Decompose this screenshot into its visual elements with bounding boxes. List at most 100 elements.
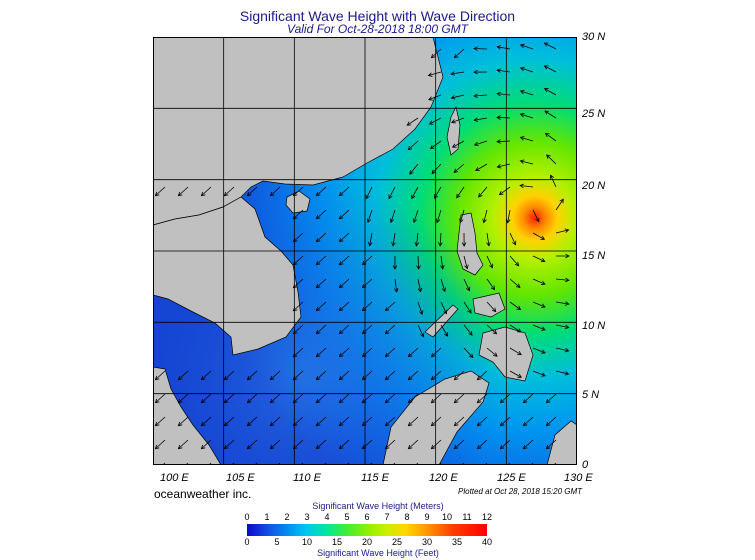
wave-arrow-head (200, 398, 206, 404)
meters-tick-10: 10 (441, 512, 452, 522)
legend-meters-title: Significant Wave Height (Meters) (312, 501, 444, 511)
map-title: Significant Wave Height with Wave Direct… (239, 8, 516, 24)
wave-arrow-head (440, 265, 445, 270)
wave-arrow (362, 324, 373, 335)
wave-arrow-head (292, 444, 298, 450)
wave-arrow (293, 370, 304, 381)
wave-arrow-head (499, 444, 505, 450)
wave-arrow-head (246, 398, 252, 404)
wave-arrow-head (499, 398, 505, 404)
wave-arrow-head (499, 421, 505, 427)
wave-arrow-head (407, 145, 413, 151)
wave-arrow (454, 393, 465, 404)
wave-arrow-head (292, 283, 298, 289)
wave-arrow-head (269, 375, 275, 381)
wave-arrow (477, 393, 488, 404)
wave-arrow-head (428, 120, 434, 125)
meters-tick-4: 4 (324, 512, 330, 522)
wave-arrow-head (388, 194, 393, 200)
wave-arrow (499, 186, 511, 195)
wave-arrow (439, 232, 442, 246)
wave-arrow (433, 186, 442, 199)
wave-arrow (408, 393, 419, 404)
wave-arrow (316, 186, 327, 197)
meters-tick-9: 9 (424, 512, 430, 522)
wave-arrow (520, 137, 534, 142)
feet-tick-30: 30 (421, 537, 432, 547)
wave-arrow-head (338, 214, 344, 220)
wave-arrow (477, 370, 488, 381)
wave-arrow-head (384, 306, 390, 312)
wave-arrow (509, 370, 522, 378)
wave-arrow (431, 370, 442, 381)
wave-arrow-head (456, 193, 461, 199)
wave-arrow (532, 255, 545, 262)
wave-arrow (555, 301, 569, 305)
wave-arrow-head (338, 260, 344, 266)
wave-arrow-head (519, 66, 525, 72)
wave-arrow-head (315, 375, 321, 381)
wave-arrow (520, 185, 534, 188)
wave-arrow (316, 370, 327, 381)
wave-arrow-head (246, 191, 252, 197)
wave-arrow (417, 255, 420, 270)
wave-arrow-head (519, 43, 525, 49)
wave-arrow (270, 416, 281, 427)
wave-arrow (293, 393, 304, 404)
wave-arrow-head (464, 264, 469, 270)
wave-arrow (523, 393, 534, 404)
meters-tick-8: 8 (404, 512, 410, 522)
wave-arrow (478, 186, 488, 198)
wave-arrow-head (428, 96, 433, 101)
palawan-land (424, 304, 459, 338)
feet-tick-0: 0 (244, 537, 250, 547)
wave-arrow-head (492, 329, 498, 335)
wave-arrow-head (407, 444, 413, 450)
wave-arrow-head (435, 218, 441, 224)
wave-arrow-head (453, 53, 459, 59)
wave-arrow (497, 46, 511, 50)
lon-label-115e: 115 E (361, 472, 389, 484)
wave-arrow-head (473, 69, 478, 75)
wave-arrow (339, 393, 350, 404)
lat-label-10n: 10 N (582, 320, 606, 332)
lat-label-25n: 25 N (582, 108, 606, 120)
wave-arrow-head (473, 93, 478, 99)
wave-arrow (532, 209, 540, 222)
wave-arrow (486, 301, 497, 312)
wave-arrow-head (315, 214, 321, 220)
wave-arrow (362, 347, 373, 358)
wave-arrow (362, 416, 373, 427)
wave-arrow (201, 439, 212, 450)
wave-arrow-head (412, 218, 418, 224)
wave-arrow-head (367, 241, 373, 247)
wave-arrow-head (315, 283, 321, 289)
wave-arrow-head (338, 444, 344, 450)
wave-arrow-head (496, 139, 501, 144)
wave-arrow-head (223, 421, 229, 427)
wave-arrow-head (411, 194, 416, 200)
wave-arrow (224, 370, 235, 381)
wave-arrow-head (414, 242, 420, 247)
wave-arrow (316, 255, 327, 266)
wave-arrow-head (541, 349, 546, 354)
wave-arrow (362, 278, 373, 289)
wave-arrow-head (361, 421, 367, 427)
wave-arrow-head (246, 421, 252, 427)
wave-arrow-head (200, 375, 206, 381)
wave-arrow-head (545, 444, 551, 450)
map-subtitle: Valid For Oct-28-2018 18:00 GMT (287, 22, 468, 36)
wave-arrow-head (491, 307, 497, 313)
wave-arrow (408, 347, 419, 358)
wave-arrow-head (549, 174, 555, 180)
wave-arrow-head (545, 421, 551, 427)
legend-feet-ticks: 0 5 10 15 20 25 30 35 40 (0, 537, 755, 549)
wave-arrow-head (418, 310, 424, 316)
wave-arrow (555, 199, 564, 211)
wave-arrow-head (361, 283, 367, 289)
wave-arrow (497, 163, 511, 168)
wave-arrow-head (453, 421, 459, 427)
wave-arrow (416, 232, 419, 246)
wave-arrow-head (519, 159, 525, 164)
wave-arrow (546, 393, 557, 404)
